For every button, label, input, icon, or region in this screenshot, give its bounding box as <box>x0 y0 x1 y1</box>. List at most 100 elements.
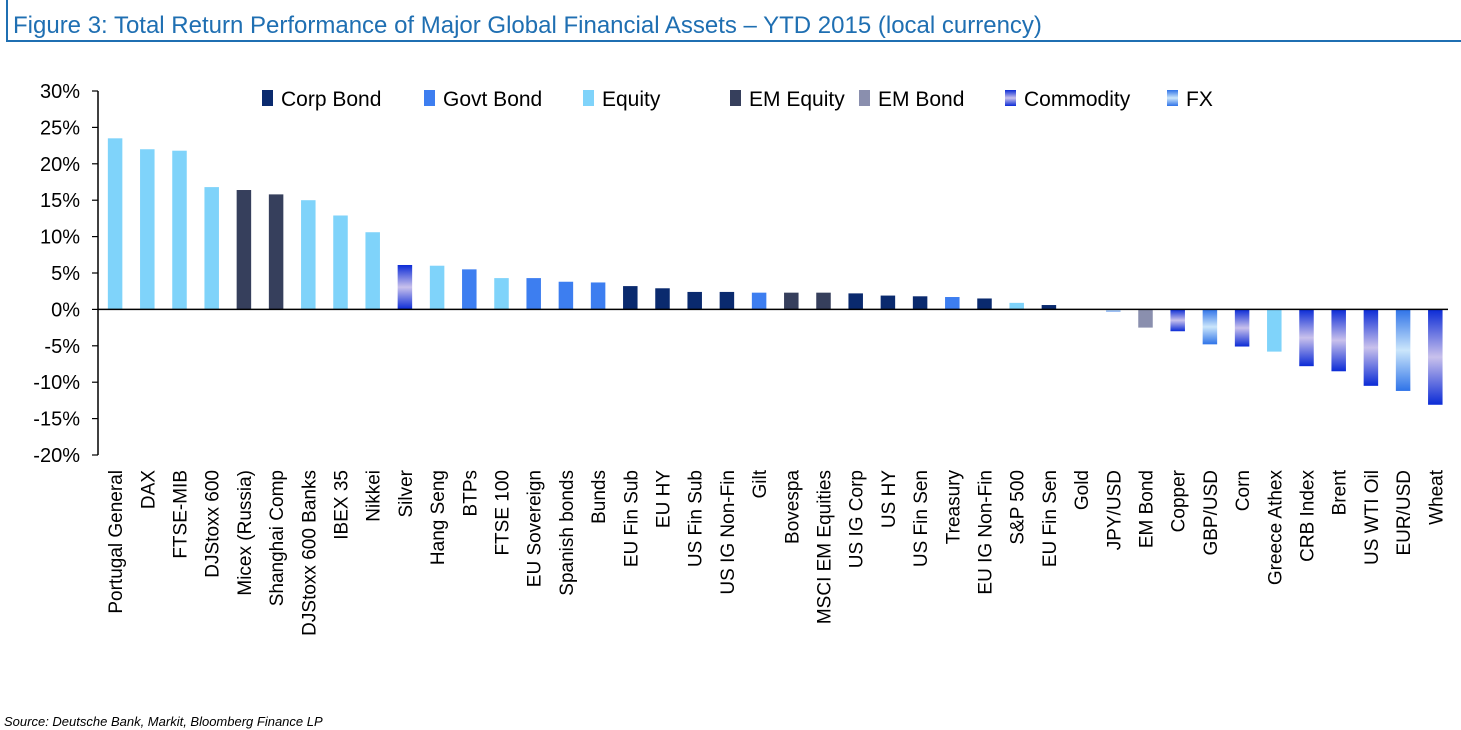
y-tick-label: -10% <box>33 372 80 394</box>
category-label: EU Sovereign <box>525 470 546 587</box>
legend-label: FX <box>1186 88 1213 111</box>
bar <box>1363 309 1379 386</box>
category-label: EU HY <box>654 470 675 528</box>
category-label: EU Fin Sen <box>1040 470 1061 567</box>
bar <box>1041 305 1057 310</box>
bar <box>1009 302 1024 310</box>
bar <box>494 278 509 310</box>
y-tick-label: -15% <box>33 409 80 431</box>
bar <box>1138 309 1153 328</box>
y-tick-label: -5% <box>44 336 80 358</box>
bar <box>140 149 155 310</box>
title-frame: Figure 3: Total Return Performance of Ma… <box>6 0 1461 42</box>
bar <box>397 264 413 310</box>
bar <box>172 150 187 310</box>
category-label: Hang Seng <box>428 470 449 565</box>
category-labels: Portugal General DAX FTSE-MIB DJStoxx 600 Mi… <box>106 469 1447 636</box>
bar-chart: 30% 25% 20% 15% 10% 5% 0% -5% -10% -15% -20% Portu… <box>33 81 1448 636</box>
bar <box>1428 309 1443 405</box>
legend-swatch <box>1005 90 1016 106</box>
bar <box>204 187 219 310</box>
category-label: EU IG Non-Fin <box>976 470 997 595</box>
category-label: Shanghai Comp <box>267 470 288 606</box>
bar <box>751 292 767 310</box>
legend-swatch <box>730 90 741 106</box>
bar <box>1395 309 1411 391</box>
bar <box>268 194 284 310</box>
bar <box>687 291 702 310</box>
bar <box>1267 309 1282 352</box>
bar <box>880 295 896 310</box>
y-tick-label: 20% <box>40 154 80 176</box>
y-tick-label: 5% <box>51 263 80 285</box>
bar <box>945 297 960 310</box>
category-label: Brent <box>1330 469 1351 515</box>
category-label: BTPs <box>460 470 481 516</box>
y-tick-label: 30% <box>40 81 80 103</box>
bar <box>784 292 799 310</box>
category-label: EM Bond <box>1137 470 1158 548</box>
category-label: US Fin Sen <box>911 470 932 567</box>
bar <box>107 138 123 310</box>
y-tick-label: 10% <box>40 227 80 249</box>
bar <box>1170 309 1185 332</box>
category-label: Bunds <box>589 470 610 524</box>
bar <box>462 269 477 310</box>
category-label: MSCI EM Equities <box>815 470 836 624</box>
legend: Corp Bond Govt Bond Equity EM Equity EM Bond… <box>262 88 1213 111</box>
category-label: FTSE-MIB <box>171 470 192 559</box>
legend-label: Commodity <box>1024 88 1131 111</box>
bar <box>719 291 735 310</box>
category-label: Portugal General <box>106 470 127 614</box>
bar <box>623 286 638 310</box>
bar <box>848 293 863 310</box>
legend-swatch <box>859 90 870 106</box>
legend-swatch <box>262 90 273 106</box>
bar <box>590 282 606 310</box>
category-label: DAX <box>138 470 159 509</box>
category-label: Corn <box>1233 470 1254 511</box>
category-label: Micex (Russia) <box>235 470 256 596</box>
legend-swatch <box>1167 90 1178 106</box>
legend-label: Corp Bond <box>281 88 381 111</box>
category-label: Gilt <box>750 469 771 498</box>
bar <box>1299 309 1314 367</box>
category-label: Wheat <box>1426 469 1447 525</box>
bar <box>816 292 831 310</box>
bar <box>1331 309 1346 372</box>
category-label: US IG Corp <box>847 470 868 568</box>
category-label: EUR/USD <box>1394 470 1415 556</box>
category-label: Gold <box>1072 470 1093 510</box>
legend-label: Govt Bond <box>443 88 542 111</box>
category-label: Greece Athex <box>1265 470 1286 586</box>
bar <box>236 190 252 310</box>
category-label: Bovespa <box>782 470 803 544</box>
category-label: Silver <box>396 469 417 517</box>
category-label: US WTI Oil <box>1362 470 1383 565</box>
legend-swatch <box>583 90 594 106</box>
category-label: S&P 500 <box>1008 470 1029 545</box>
legend-label: EM Equity <box>749 88 845 111</box>
category-label: DJStoxx 600 Banks <box>299 470 320 636</box>
bar <box>912 296 928 310</box>
bar <box>365 232 380 310</box>
bar <box>655 288 670 310</box>
category-label: Copper <box>1169 469 1190 532</box>
category-label: US IG Non-Fin <box>718 470 739 595</box>
chart-title: Figure 3: Total Return Performance of Ma… <box>13 12 1042 39</box>
y-tick-label: 15% <box>40 190 80 212</box>
y-tick-label: -20% <box>33 445 80 467</box>
category-label: US Fin Sub <box>686 470 707 567</box>
bar <box>429 265 445 310</box>
bars <box>107 138 1443 405</box>
category-label: JPY/USD <box>1104 470 1125 550</box>
category-label: DJStoxx 600 <box>203 470 224 578</box>
bar <box>526 278 541 310</box>
source-note: Source: Deutsche Bank, Markit, Bloomberg… <box>4 714 323 729</box>
bar <box>1202 309 1218 345</box>
legend-label: EM Bond <box>878 88 964 111</box>
bar <box>1234 309 1250 347</box>
bar <box>558 281 574 310</box>
category-label: FTSE 100 <box>493 470 514 556</box>
category-label: US HY <box>879 470 900 528</box>
